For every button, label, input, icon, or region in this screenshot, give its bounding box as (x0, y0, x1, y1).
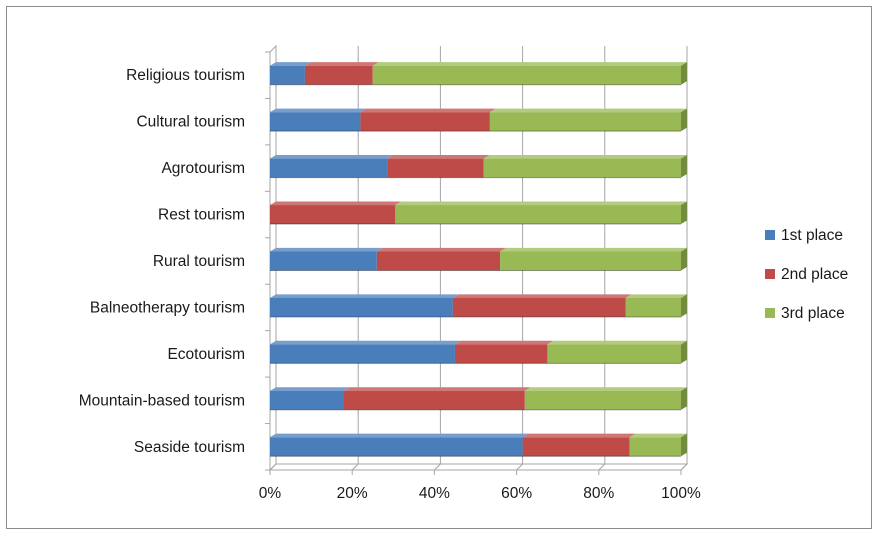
bar-top-face (626, 294, 687, 298)
bar-top-face (305, 62, 379, 66)
bar-end-face (681, 248, 687, 271)
bar-end-face (681, 434, 687, 457)
x-tick-label: 80% (583, 485, 614, 502)
bar-segment (270, 344, 455, 363)
category-label: Mountain-based tourism (79, 392, 245, 409)
bar-top-face (500, 248, 687, 252)
x-tick-label: 100% (661, 485, 701, 502)
bar-segment (270, 391, 344, 410)
bar-segment (453, 298, 626, 317)
category-label: Rural tourism (153, 253, 245, 270)
legend-swatch (765, 230, 775, 240)
bar-top-face (484, 155, 687, 159)
bar-segment (270, 159, 387, 178)
bar-top-face (377, 248, 506, 252)
bar-segment (373, 66, 681, 85)
bar-top-face (360, 109, 495, 113)
bar-end-face (681, 294, 687, 317)
category-label: Cultural tourism (136, 114, 245, 131)
bar-segment (484, 159, 681, 178)
legend-label: 3rd place (781, 305, 845, 322)
bar-segment (270, 66, 305, 85)
bar-segment (630, 437, 681, 456)
bar-end-face (681, 387, 687, 410)
bar-segment (270, 437, 523, 456)
bar-segment (344, 391, 525, 410)
category-label: Ecotourism (167, 346, 245, 363)
bar-top-face (373, 62, 687, 66)
bar-top-face (270, 109, 366, 113)
bar-top-face (270, 294, 459, 298)
bar-segment (547, 344, 681, 363)
bar-top-face (630, 434, 687, 438)
legend-swatch (765, 269, 775, 279)
bar-end-face (681, 155, 687, 178)
bar-end-face (681, 341, 687, 364)
bar-segment (377, 252, 500, 271)
bar-end-face (681, 62, 687, 85)
bar-segment (455, 344, 547, 363)
bar-top-face (270, 387, 350, 391)
bar-top-face (270, 248, 383, 252)
bar-top-face (270, 155, 393, 159)
x-tick-label: 60% (501, 485, 532, 502)
bar-end-face (681, 109, 687, 132)
bar-top-face (270, 62, 311, 66)
category-label: Seaside tourism (134, 439, 245, 456)
bar-top-face (490, 109, 687, 113)
bar-segment (490, 112, 681, 131)
category-label: Rest tourism (158, 207, 245, 224)
bar-segment (626, 298, 681, 317)
bar-segment (270, 112, 360, 131)
bar-top-face (523, 434, 636, 438)
legend-swatch (765, 308, 775, 318)
legend-label: 2nd place (781, 266, 848, 283)
bar-end-face (681, 201, 687, 224)
bar-segment (525, 391, 681, 410)
bar-segment (305, 66, 373, 85)
bar-top-face (453, 294, 632, 298)
bar-top-face (270, 434, 529, 438)
bar-top-face (344, 387, 531, 391)
bar-top-face (270, 341, 461, 345)
bar-top-face (525, 387, 687, 391)
bar-segment (270, 205, 395, 224)
bar-segment (500, 252, 681, 271)
x-tick-label: 0% (259, 485, 282, 502)
legend-label: 1st place (781, 227, 843, 244)
bar-top-face (387, 155, 490, 159)
bar-segment (523, 437, 630, 456)
bar-segment (395, 205, 681, 224)
x-tick-label: 40% (419, 485, 450, 502)
bar-top-face (395, 201, 687, 205)
bar-top-face (270, 201, 401, 205)
bar-segment (360, 112, 489, 131)
floor (270, 464, 687, 470)
category-label: Agrotourism (161, 160, 245, 177)
bar-top-face (455, 341, 553, 345)
bar-top-face (547, 341, 687, 345)
category-label: Balneotherapy tourism (90, 299, 245, 316)
category-label: Religious tourism (126, 67, 245, 84)
bar-segment (387, 159, 484, 178)
x-tick-label: 20% (337, 485, 368, 502)
bar-segment (270, 298, 453, 317)
bar-segment (270, 252, 377, 271)
